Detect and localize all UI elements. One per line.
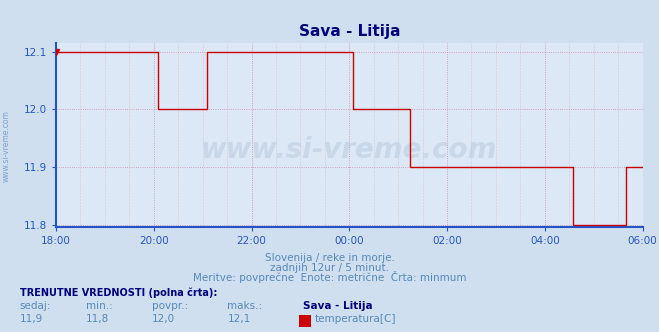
Text: 11,8: 11,8 bbox=[86, 314, 109, 324]
Text: maks.:: maks.: bbox=[227, 301, 262, 311]
Text: 11,9: 11,9 bbox=[20, 314, 43, 324]
Text: min.:: min.: bbox=[86, 301, 113, 311]
Title: Sava - Litija: Sava - Litija bbox=[299, 24, 400, 39]
Text: temperatura[C]: temperatura[C] bbox=[315, 314, 397, 324]
Text: www.si-vreme.com: www.si-vreme.com bbox=[201, 136, 498, 164]
Text: 12,0: 12,0 bbox=[152, 314, 175, 324]
Text: TRENUTNE VREDNOSTI (polna črta):: TRENUTNE VREDNOSTI (polna črta): bbox=[20, 288, 217, 298]
Text: povpr.:: povpr.: bbox=[152, 301, 188, 311]
Text: Sava - Litija: Sava - Litija bbox=[303, 301, 373, 311]
Text: 12,1: 12,1 bbox=[227, 314, 250, 324]
Text: zadnjih 12ur / 5 minut.: zadnjih 12ur / 5 minut. bbox=[270, 263, 389, 273]
Text: www.si-vreme.com: www.si-vreme.com bbox=[2, 110, 11, 182]
Text: Meritve: povprečne  Enote: metrične  Črta: minmum: Meritve: povprečne Enote: metrične Črta:… bbox=[192, 271, 467, 283]
Text: sedaj:: sedaj: bbox=[20, 301, 51, 311]
Text: Slovenija / reke in morje.: Slovenija / reke in morje. bbox=[264, 253, 395, 263]
